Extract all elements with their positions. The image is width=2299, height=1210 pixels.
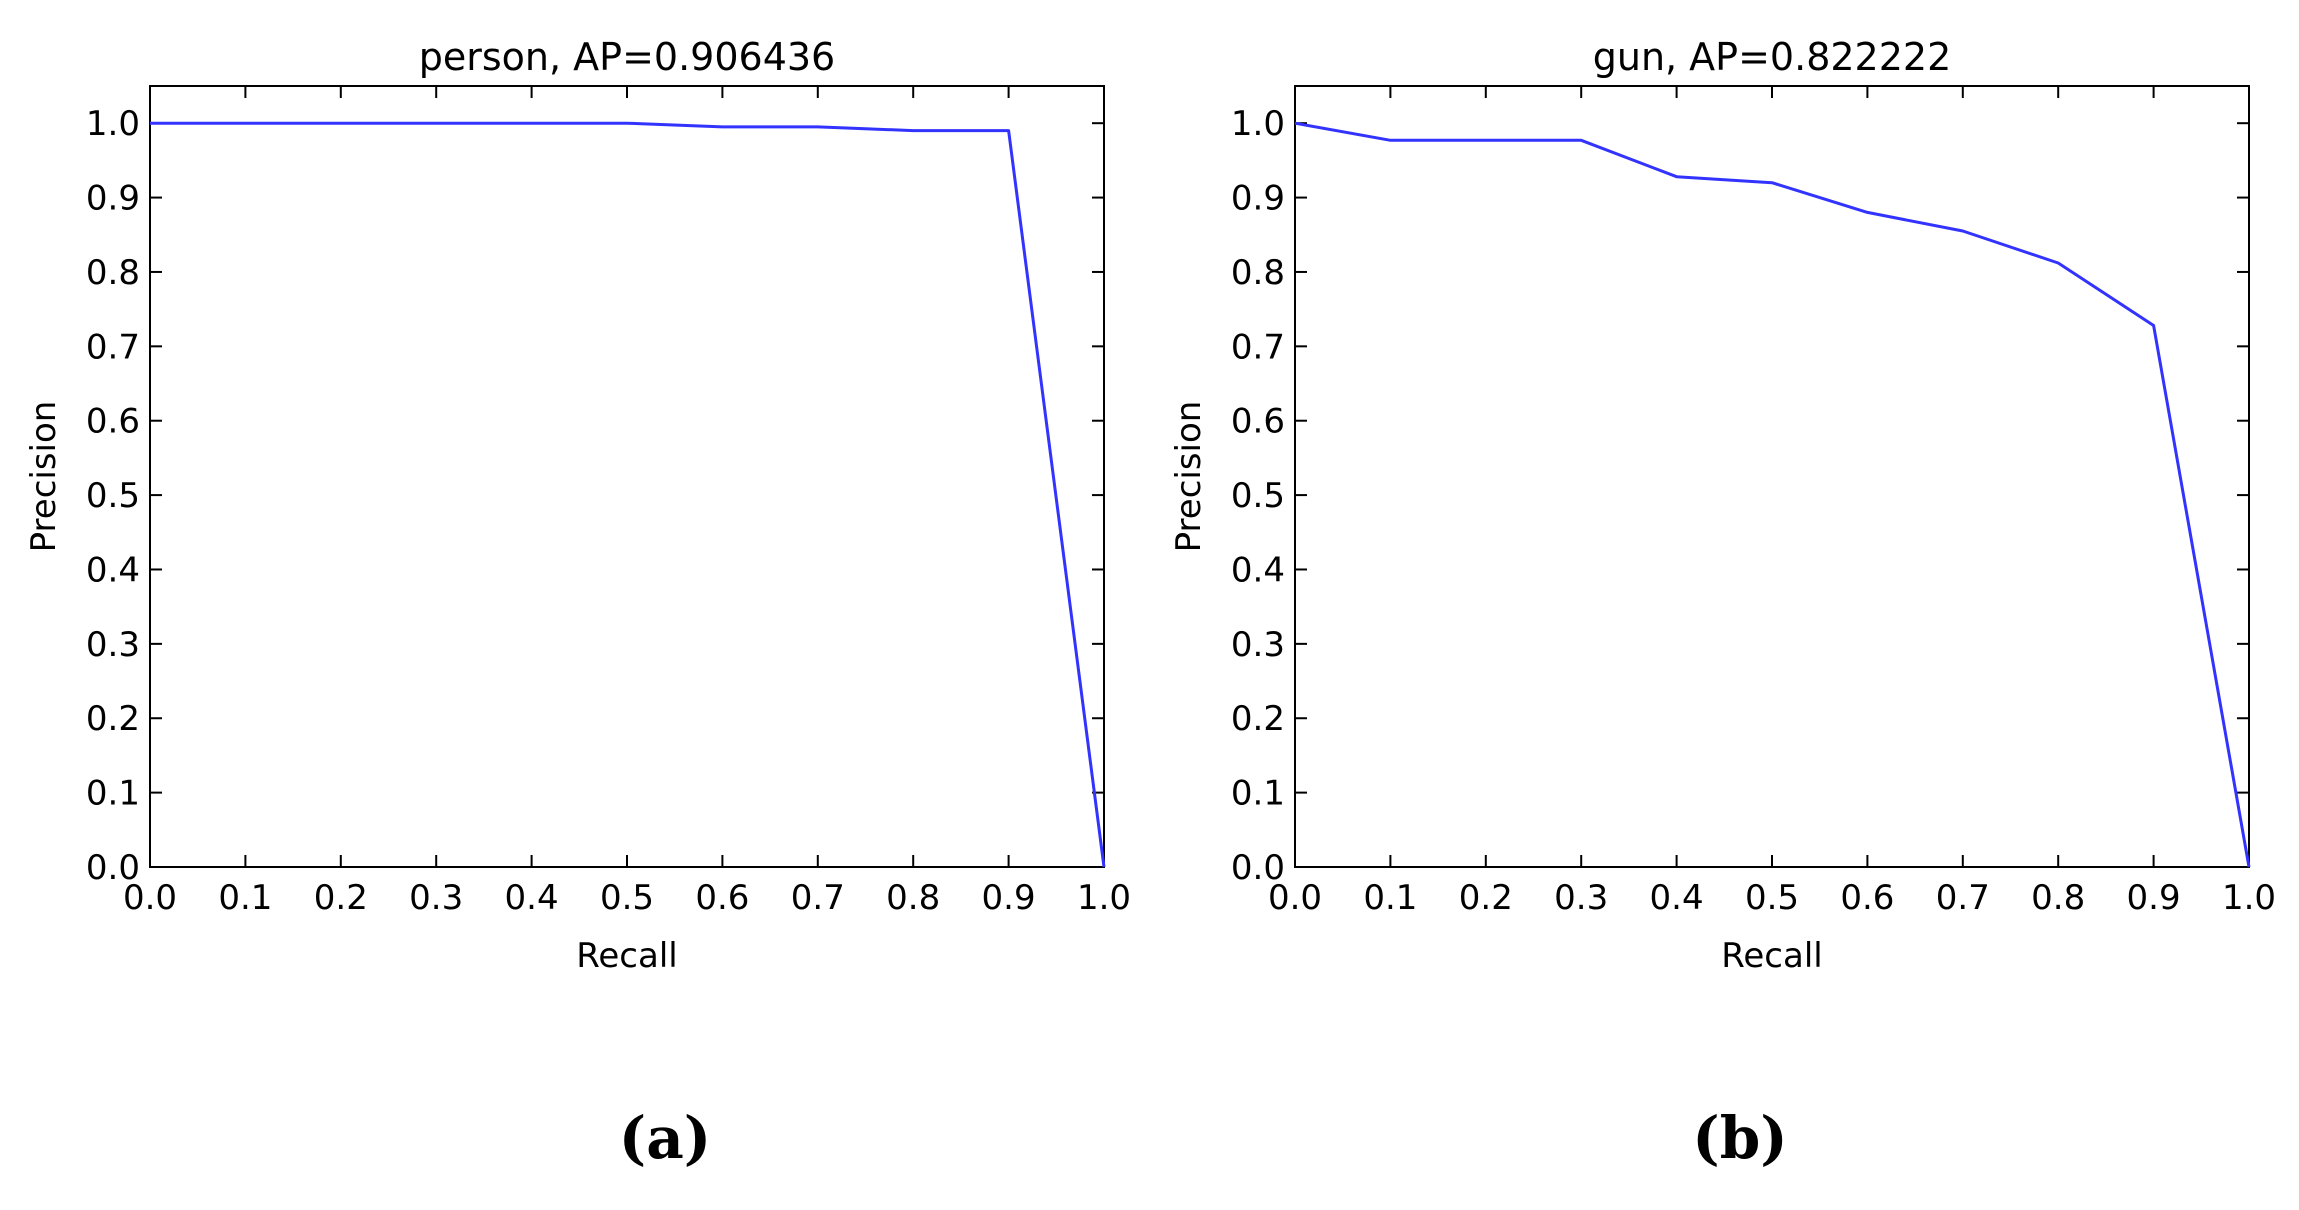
chart-1-x-tick-label: 1.0 [2222, 878, 2276, 918]
chart-1-y-tick-label: 0.8 [1231, 253, 1285, 293]
chart-1-x-tick-label: 0.3 [1554, 878, 1608, 918]
chart-0-y-tick-label: 1.0 [86, 104, 140, 144]
chart-1-x-tick-label: 0.5 [1745, 878, 1799, 918]
chart-0-panel: 0.0 0.1 0.2 0.3 0.4 0.5 0.6 0.7 0.8 0.9 1.0 0.0 0.1 0… [24, 35, 1131, 1172]
chart-1-x-tick-label: 0.4 [1650, 878, 1704, 918]
chart-1-y-tick-label: 0.6 [1231, 402, 1285, 442]
chart-0-x-tick-label: 0.3 [409, 878, 463, 918]
chart-0-y-tick-label: 0.1 [86, 774, 140, 814]
chart-0-y-axis-title: Precision [24, 401, 64, 553]
chart-1-y-tick-label: 0.1 [1231, 774, 1285, 814]
chart-1-y-tick-label: 0.0 [1231, 848, 1285, 888]
chart-0-plot-frame [149, 85, 1105, 868]
chart-0-x-tick-label: 0.5 [600, 878, 654, 918]
chart-1-y-tick-label: 0.3 [1231, 625, 1285, 665]
chart-0-y-tick-label: 0.6 [86, 402, 140, 442]
chart-1-y-tick-label: 0.2 [1231, 699, 1285, 739]
chart-1-x-tick-label: 0.2 [1459, 878, 1513, 918]
chart-0-x-tick-label: 0.6 [695, 878, 749, 918]
chart-0-x-tick-label: 0.0 [123, 878, 177, 918]
chart-0-y-tick-label: 0.0 [86, 848, 140, 888]
chart-0-x-tick-label: 0.7 [791, 878, 845, 918]
chart-1-x-tick-label: 0.6 [1840, 878, 1894, 918]
chart-0-y-tick-label: 0.4 [86, 550, 140, 590]
chart-0-pr-curve [150, 121, 1106, 868]
chart-1-title: gun, AP=0.822222 [1593, 35, 1952, 79]
chart-1-y-axis-title: Precision [1169, 401, 1209, 553]
chart-1-panel: 0.0 0.1 0.2 0.3 0.4 0.5 0.6 0.7 0.8 0.9 1.0 0.0 0.1 0… [1169, 35, 2276, 1172]
chart-1-pr-curve [1294, 121, 2251, 868]
chart-1-panel-label: (b) [1692, 1104, 1787, 1172]
chart-1-y-tick-label: 0.7 [1231, 327, 1285, 367]
chart-1-plot-frame [1294, 85, 2250, 868]
chart-0-x-tick-label: 0.1 [218, 878, 272, 918]
chart-0-y-tick-label: 0.3 [86, 625, 140, 665]
chart-1-x-tick-label: 0.8 [2031, 878, 2085, 918]
chart-1-y-tick-label: 0.5 [1231, 476, 1285, 516]
chart-1-x-tick-label: 0.1 [1363, 878, 1417, 918]
chart-0-x-axis-title: Recall [576, 936, 677, 976]
chart-0-x-tick-label: 1.0 [1077, 878, 1131, 918]
chart-1-x-tick-label: 0.9 [2127, 878, 2181, 918]
chart-1-x-tick-label: 0.0 [1268, 878, 1322, 918]
chart-0-x-tick-label: 0.4 [505, 878, 559, 918]
chart-0-y-tick-label: 0.9 [86, 179, 140, 219]
chart-1-y-tick-label: 1.0 [1231, 104, 1285, 144]
chart-0-x-tick-label: 0.2 [314, 878, 368, 918]
chart-1-x-axis-title: Recall [1721, 936, 1822, 976]
chart-1-y-tick-label: 0.4 [1231, 550, 1285, 590]
chart-0-panel-label: (a) [619, 1104, 711, 1172]
chart-0-title: person, AP=0.906436 [419, 35, 835, 79]
chart-0-x-tick-label: 0.8 [886, 878, 940, 918]
chart-0-y-tick-label: 0.2 [86, 699, 140, 739]
chart-0-y-tick-label: 0.5 [86, 476, 140, 516]
chart-0-y-tick-label: 0.8 [86, 253, 140, 293]
chart-1-x-tick-label: 0.7 [1936, 878, 1990, 918]
chart-0-y-tick-label: 0.7 [86, 327, 140, 367]
chart-1-y-tick-label: 0.9 [1231, 179, 1285, 219]
chart-0-x-tick-label: 0.9 [982, 878, 1036, 918]
